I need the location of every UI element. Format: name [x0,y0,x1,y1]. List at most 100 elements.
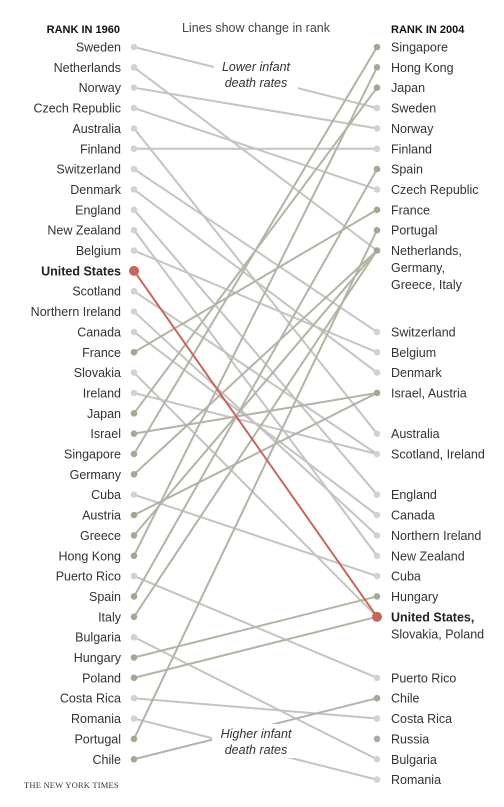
right-dot-russia [373,735,381,743]
right-label-puerto-rico: Puerto Rico [391,671,456,685]
left-label-finland: Finland [80,142,121,156]
left-dot-italy [130,613,138,621]
left-label-austria: Austria [82,509,121,523]
left-dot-france [130,348,138,356]
left-label-new-zealand: New Zealand [47,224,121,238]
slope-line-singapore [133,46,378,455]
left-dot-chile [130,755,138,763]
right-dot-new-zealand [373,552,381,560]
left-dot-bulgaria [130,633,138,641]
right-dot-northern-ireland [373,532,381,539]
right-dot-sweden [373,104,381,112]
rank-dots [129,43,382,783]
left-label-switzerland: Switzerland [56,163,121,177]
right-label-france: France [391,203,430,217]
slope-line-poland [133,615,378,679]
slope-line-israel [133,391,378,435]
right-dot-denmark [373,369,381,376]
right-dot-switzerland [373,328,381,336]
slope-line-costa-rica [133,697,378,720]
rank-labels: Sweden Netherlands Norway Czech Republic Aus… [31,41,485,788]
right-label-denmark: Denmark [391,366,442,380]
chart-subtitle: Lines show change in rank [182,21,331,35]
left-dot-cuba [130,491,138,499]
right-label-new-zealand: New Zealand [391,549,465,563]
right-dot-canada [373,511,381,519]
left-label-japan: Japan [87,407,121,421]
right-dot-netherlands-germany-greece-italy [373,247,381,254]
left-dot-canada [130,328,138,336]
left-label-costa-rica: Costa Rica [60,692,121,706]
left-dot-spain [130,593,138,600]
right-label-cuba: Cuba [391,570,421,584]
left-label-canada: Canada [77,325,121,339]
slope-line-slovakia [133,371,378,618]
right-label-japan: Japan [391,81,425,95]
left-dot-poland [130,674,138,682]
right-label-hungary: Hungary [391,590,439,604]
left-dot-england [130,206,138,214]
right-dot-norway [373,125,381,132]
slope-line-france [133,208,378,354]
right-dot-cuba [373,572,381,580]
slope-line-cuba [133,493,378,578]
slope-line-greece [133,249,378,537]
annotation-top-bg [214,57,298,91]
slope-line-england [133,209,378,496]
left-dot-japan [130,410,138,417]
left-dot-puerto-rico [130,572,138,580]
right-dot-england [373,491,381,499]
right-dot-scotland-ireland [373,450,381,458]
right-label-united-states-slovakia-poland-line2: Slovakia, Poland [391,627,484,641]
right-label-spain: Spain [391,163,423,177]
right-dot-czech-republic [373,186,381,193]
left-label-portugal: Portugal [74,732,121,746]
right-label-netherlands-germany-greece-italy-line2: Germany, [391,261,445,275]
right-label-switzerland: Switzerland [391,325,456,339]
right-dot-finland [373,145,381,153]
right-label-romania: Romania [391,773,441,787]
left-dot-czech-republic [130,104,138,112]
right-dot-bulgaria [373,755,381,763]
right-dot-japan [373,84,381,91]
right-label-netherlands-germany-greece-italy-line1: Netherlands, [391,244,462,258]
left-dot-romania [130,715,138,722]
right-label-russia: Russia [391,732,429,746]
left-label-romania: Romania [71,712,121,726]
left-dot-germany [130,471,138,478]
left-label-england: England [75,203,121,217]
right-dot-puerto-rico [373,674,381,682]
right-dot-chile [373,694,381,702]
right-label-sweden: Sweden [391,102,436,116]
left-dot-austria [130,511,138,519]
right-dot-belgium [373,348,381,356]
left-label-united-states: United States [41,264,121,278]
right-label-chile: Chile [391,692,420,706]
left-label-france: France [82,346,121,360]
right-label-united-states-slovakia-poland-line1: United States, [391,610,474,624]
right-header: RANK IN 2004 [391,24,465,36]
right-label-finland: Finland [391,142,432,156]
right-dot-israel-austria [373,389,381,397]
left-dot-scotland [130,287,138,295]
left-dot-costa-rica [130,694,138,702]
right-label-netherlands-germany-greece-italy-line3: Greece, Italy [391,278,463,292]
left-dot-slovakia [130,369,138,376]
right-label-czech-republic: Czech Republic [391,183,479,197]
right-label-belgium: Belgium [391,346,436,360]
left-dot-netherlands [130,64,138,71]
left-label-bulgaria: Bulgaria [75,631,121,645]
left-label-belgium: Belgium [76,244,121,258]
right-dot-hungary [373,593,381,600]
left-label-poland: Poland [82,671,121,685]
annotation-bottom-line1: Higher infant [221,727,292,741]
left-header: RANK IN 1960 [47,24,120,36]
left-dot-hungary [130,654,138,661]
left-label-norway: Norway [79,81,122,95]
left-dot-belgium [130,247,138,254]
right-label-norway: Norway [391,122,434,136]
annotation-top-line2: death rates [225,76,288,90]
slope-line-netherlands [133,66,378,252]
left-dot-portugal [130,735,138,743]
